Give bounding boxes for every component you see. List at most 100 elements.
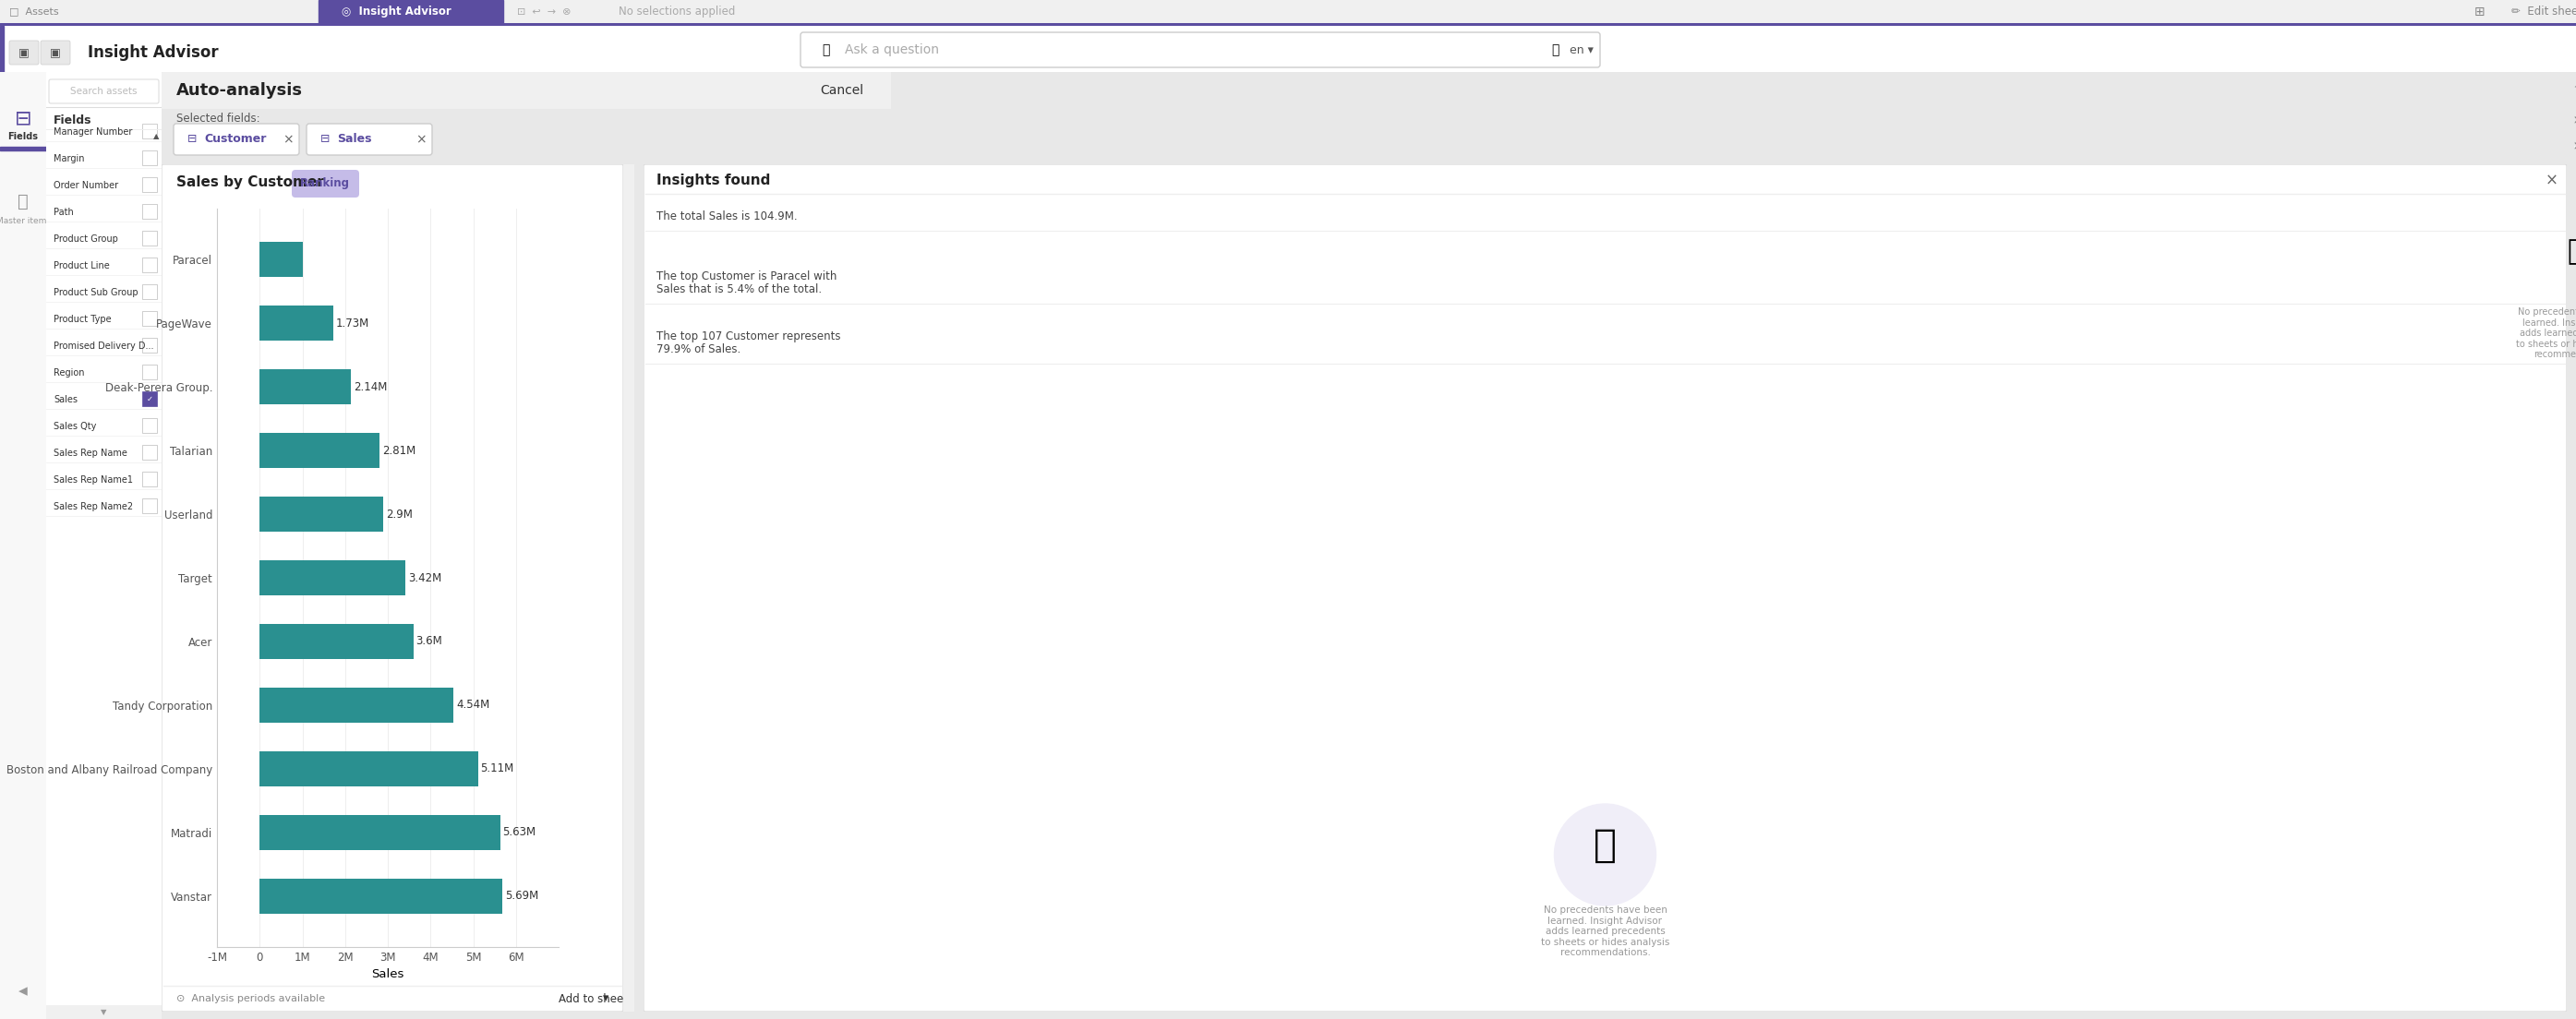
Text: Search assets: Search assets — [70, 87, 137, 96]
Text: 🎤: 🎤 — [1551, 44, 1558, 56]
Bar — [319, 0, 502, 23]
Text: The top 107 Customer represents: The top 107 Customer represents — [657, 330, 840, 342]
FancyBboxPatch shape — [291, 170, 358, 198]
FancyBboxPatch shape — [142, 338, 157, 353]
Text: Auto-analysis: Auto-analysis — [175, 83, 304, 99]
FancyBboxPatch shape — [142, 123, 157, 139]
Bar — [0, 147, 46, 151]
Text: Product Group: Product Group — [54, 234, 118, 244]
Text: Ask a question: Ask a question — [845, 44, 940, 56]
Text: ▼: ▼ — [100, 1008, 106, 1016]
X-axis label: Sales: Sales — [371, 969, 404, 980]
Bar — [260, 878, 502, 913]
Text: Insights found: Insights found — [657, 174, 770, 187]
Text: Region: Region — [54, 368, 85, 377]
Text: Sales: Sales — [54, 395, 77, 405]
Text: 💡: 💡 — [1595, 826, 1618, 865]
Text: Margin: Margin — [54, 154, 85, 163]
Text: ▣: ▣ — [49, 47, 62, 59]
Bar — [0, 0, 319, 23]
Text: ▲: ▲ — [152, 132, 160, 141]
Bar — [260, 496, 384, 532]
Text: ◎  Insight Advisor: ◎ Insight Advisor — [343, 5, 451, 17]
Text: Add to sheet: Add to sheet — [559, 993, 629, 1005]
FancyBboxPatch shape — [10, 41, 39, 64]
FancyBboxPatch shape — [142, 258, 157, 272]
Text: Product Line: Product Line — [54, 261, 111, 270]
Text: Order Number: Order Number — [54, 181, 118, 191]
Text: ×: × — [415, 132, 425, 146]
Bar — [260, 306, 332, 340]
Text: Promised Delivery D...: Promised Delivery D... — [54, 341, 155, 351]
Text: ›: › — [2573, 138, 2576, 154]
Text: Insight Advisor: Insight Advisor — [88, 44, 219, 61]
Bar — [0, 25, 3, 72]
Text: ⊟: ⊟ — [188, 133, 198, 146]
Text: ▾: ▾ — [603, 993, 608, 1005]
Text: Product Sub Group: Product Sub Group — [54, 288, 139, 298]
Text: Sales Rep Name2: Sales Rep Name2 — [54, 502, 134, 512]
Text: Sales by Customer: Sales by Customer — [175, 176, 325, 190]
Circle shape — [1553, 804, 1656, 906]
Text: ▣: ▣ — [18, 47, 28, 59]
Text: Sales Rep Name: Sales Rep Name — [54, 448, 126, 458]
Text: ⊡  ↩  →  ⊗: ⊡ ↩ → ⊗ — [518, 7, 572, 16]
Text: Path: Path — [54, 208, 75, 217]
Text: ⊙  Analysis periods available: ⊙ Analysis periods available — [175, 995, 325, 1004]
FancyBboxPatch shape — [142, 284, 157, 299]
Text: 2.9M: 2.9M — [386, 508, 412, 520]
Text: Ranking: Ranking — [299, 177, 350, 190]
FancyBboxPatch shape — [142, 204, 157, 219]
Text: Sales Rep Name1: Sales Rep Name1 — [54, 475, 134, 485]
Text: ◂: ◂ — [18, 982, 28, 1000]
FancyBboxPatch shape — [142, 472, 157, 486]
Text: No precedents have been
learned. Insight Advisor
adds learned precedents
to shee: No precedents have been learned. Insight… — [1540, 906, 1669, 958]
Text: □  Assets: □ Assets — [10, 7, 59, 16]
Text: 3.6M: 3.6M — [415, 636, 443, 647]
Text: 💡: 💡 — [2568, 238, 2576, 265]
Text: Sales that is 5.4% of the total.: Sales that is 5.4% of the total. — [657, 283, 822, 296]
Text: ✏  Edit sheet: ✏ Edit sheet — [2512, 5, 2576, 17]
Text: 5.11M: 5.11M — [482, 762, 515, 774]
Text: en ▾: en ▾ — [1569, 44, 1595, 56]
FancyBboxPatch shape — [49, 79, 160, 103]
Text: Sales: Sales — [337, 133, 371, 146]
Text: 1.73M: 1.73M — [335, 317, 368, 329]
Text: ⊞: ⊞ — [2476, 5, 2486, 18]
Text: Sales Qty: Sales Qty — [54, 422, 95, 431]
Text: 4.54M: 4.54M — [456, 699, 489, 711]
FancyBboxPatch shape — [644, 164, 2566, 1012]
Text: Master items: Master items — [0, 217, 52, 225]
FancyBboxPatch shape — [142, 391, 157, 407]
FancyBboxPatch shape — [162, 164, 623, 1012]
Text: Fields: Fields — [8, 132, 39, 142]
Text: ⊟: ⊟ — [319, 133, 330, 146]
FancyBboxPatch shape — [142, 311, 157, 326]
FancyBboxPatch shape — [142, 418, 157, 433]
Bar — [260, 688, 453, 722]
Text: ⛓: ⛓ — [18, 193, 28, 210]
FancyBboxPatch shape — [173, 123, 299, 155]
Text: Customer: Customer — [204, 133, 265, 146]
Text: 5.69M: 5.69M — [505, 890, 538, 902]
FancyBboxPatch shape — [41, 41, 70, 64]
Bar — [260, 370, 350, 405]
Text: 2.14M: 2.14M — [353, 381, 386, 393]
Text: ×: × — [283, 132, 294, 146]
FancyBboxPatch shape — [142, 230, 157, 246]
Text: ✓: ✓ — [147, 394, 152, 403]
Bar — [260, 243, 301, 277]
Text: Product Type: Product Type — [54, 315, 111, 324]
Text: ✓: ✓ — [2573, 142, 2576, 150]
Bar — [260, 624, 412, 659]
Bar — [260, 560, 404, 595]
FancyBboxPatch shape — [142, 177, 157, 192]
FancyBboxPatch shape — [142, 365, 157, 379]
FancyBboxPatch shape — [801, 33, 1600, 67]
Text: No selections applied: No selections applied — [618, 5, 734, 17]
Text: ×: × — [2545, 172, 2558, 190]
Bar — [260, 751, 479, 787]
Text: Selected fields:: Selected fields: — [175, 112, 260, 124]
Text: No precedents have been
learned. Insight Advisor
adds learned precedents
to shee: No precedents have been learned. Insight… — [2517, 308, 2576, 360]
Text: 5.63M: 5.63M — [502, 826, 536, 839]
